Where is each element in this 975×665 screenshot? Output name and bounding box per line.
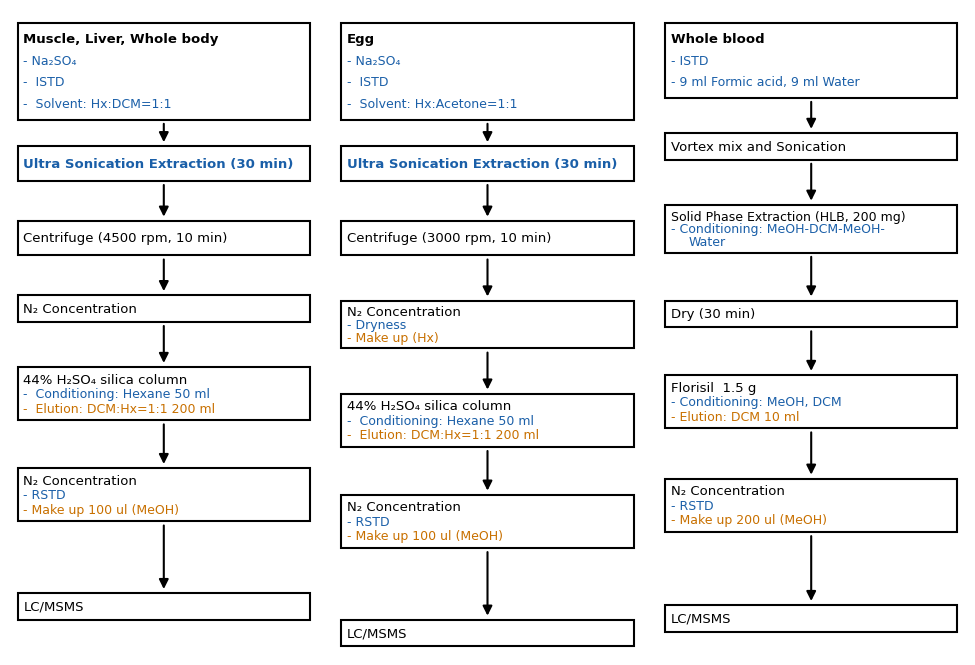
Bar	[18, 221, 310, 255]
Text: Ultra Sonication Extraction (30 min): Ultra Sonication Extraction (30 min)	[347, 158, 617, 170]
Bar	[665, 301, 957, 327]
Bar	[665, 479, 957, 532]
Text: LC/MSMS: LC/MSMS	[23, 600, 84, 614]
Text: -  Solvent: Hx:Acetone=1:1: - Solvent: Hx:Acetone=1:1	[347, 98, 518, 111]
Text: - Dryness: - Dryness	[347, 319, 407, 332]
Bar	[665, 205, 957, 253]
Bar	[18, 593, 310, 620]
Text: - Elution: DCM 10 ml: - Elution: DCM 10 ml	[671, 410, 800, 424]
Bar	[18, 23, 310, 120]
Text: - RSTD: - RSTD	[23, 489, 66, 502]
Text: Water: Water	[688, 236, 725, 249]
Bar	[341, 495, 634, 548]
Bar	[18, 367, 310, 420]
Text: -  Elution: DCM:Hx=1:1 200 ml: - Elution: DCM:Hx=1:1 200 ml	[23, 402, 215, 416]
Text: Whole blood: Whole blood	[671, 33, 764, 46]
Text: - Make up 100 ul (MeOH): - Make up 100 ul (MeOH)	[23, 503, 179, 517]
Text: - Make up (Hx): - Make up (Hx)	[347, 332, 439, 344]
Text: - Na₂SO₄: - Na₂SO₄	[23, 55, 77, 68]
Text: -  Elution: DCM:Hx=1:1 200 ml: - Elution: DCM:Hx=1:1 200 ml	[347, 429, 539, 442]
Text: - Conditioning: MeOH, DCM: - Conditioning: MeOH, DCM	[671, 396, 841, 409]
Bar	[341, 221, 634, 255]
Text: N₂ Concentration: N₂ Concentration	[671, 485, 785, 499]
Bar	[341, 394, 634, 447]
Text: N₂ Concentration: N₂ Concentration	[23, 475, 137, 488]
Bar	[341, 301, 634, 348]
Text: - Na₂SO₄: - Na₂SO₄	[347, 55, 401, 68]
Bar	[341, 620, 634, 646]
Text: - RSTD: - RSTD	[671, 500, 714, 513]
Text: Centrifuge (4500 rpm, 10 min): Centrifuge (4500 rpm, 10 min)	[23, 232, 228, 245]
Bar	[665, 133, 957, 160]
Text: -  ISTD: - ISTD	[23, 76, 65, 89]
Text: N₂ Concentration: N₂ Concentration	[23, 303, 137, 316]
Text: LC/MSMS: LC/MSMS	[347, 627, 408, 640]
Text: Egg: Egg	[347, 33, 375, 46]
Text: Centrifuge (3000 rpm, 10 min): Centrifuge (3000 rpm, 10 min)	[347, 232, 552, 245]
Text: - 9 ml Formic acid, 9 ml Water: - 9 ml Formic acid, 9 ml Water	[671, 76, 859, 89]
Bar	[18, 146, 310, 181]
Text: -  ISTD: - ISTD	[347, 76, 389, 89]
Text: -  Solvent: Hx:DCM=1:1: - Solvent: Hx:DCM=1:1	[23, 98, 172, 111]
Text: - ISTD: - ISTD	[671, 55, 708, 68]
Bar	[665, 375, 957, 428]
Text: 44% H₂SO₄ silica column: 44% H₂SO₄ silica column	[347, 400, 511, 414]
Text: - Make up 200 ul (MeOH): - Make up 200 ul (MeOH)	[671, 514, 827, 527]
Text: -  Conditioning: Hexane 50 ml: - Conditioning: Hexane 50 ml	[347, 415, 534, 428]
Bar	[341, 23, 634, 120]
Text: - Conditioning: MeOH-DCM-MeOH-: - Conditioning: MeOH-DCM-MeOH-	[671, 223, 884, 236]
Text: Solid Phase Extraction (HLB, 200 mg): Solid Phase Extraction (HLB, 200 mg)	[671, 211, 906, 223]
Bar	[665, 23, 957, 98]
Text: N₂ Concentration: N₂ Concentration	[347, 501, 461, 515]
Bar	[341, 146, 634, 181]
Text: Ultra Sonication Extraction (30 min): Ultra Sonication Extraction (30 min)	[23, 158, 293, 170]
Text: -  Conditioning: Hexane 50 ml: - Conditioning: Hexane 50 ml	[23, 388, 211, 401]
Text: Vortex mix and Sonication: Vortex mix and Sonication	[671, 140, 846, 154]
Bar	[665, 605, 957, 632]
Text: Muscle, Liver, Whole body: Muscle, Liver, Whole body	[23, 33, 218, 46]
Text: N₂ Concentration: N₂ Concentration	[347, 307, 461, 319]
Text: LC/MSMS: LC/MSMS	[671, 612, 731, 626]
Bar	[18, 468, 310, 521]
Text: 44% H₂SO₄ silica column: 44% H₂SO₄ silica column	[23, 374, 187, 387]
Bar	[18, 295, 310, 322]
Text: - RSTD: - RSTD	[347, 516, 390, 529]
Text: Dry (30 min): Dry (30 min)	[671, 308, 755, 321]
Text: - Make up 100 ul (MeOH): - Make up 100 ul (MeOH)	[347, 530, 503, 543]
Text: Florisil  1.5 g: Florisil 1.5 g	[671, 382, 757, 395]
